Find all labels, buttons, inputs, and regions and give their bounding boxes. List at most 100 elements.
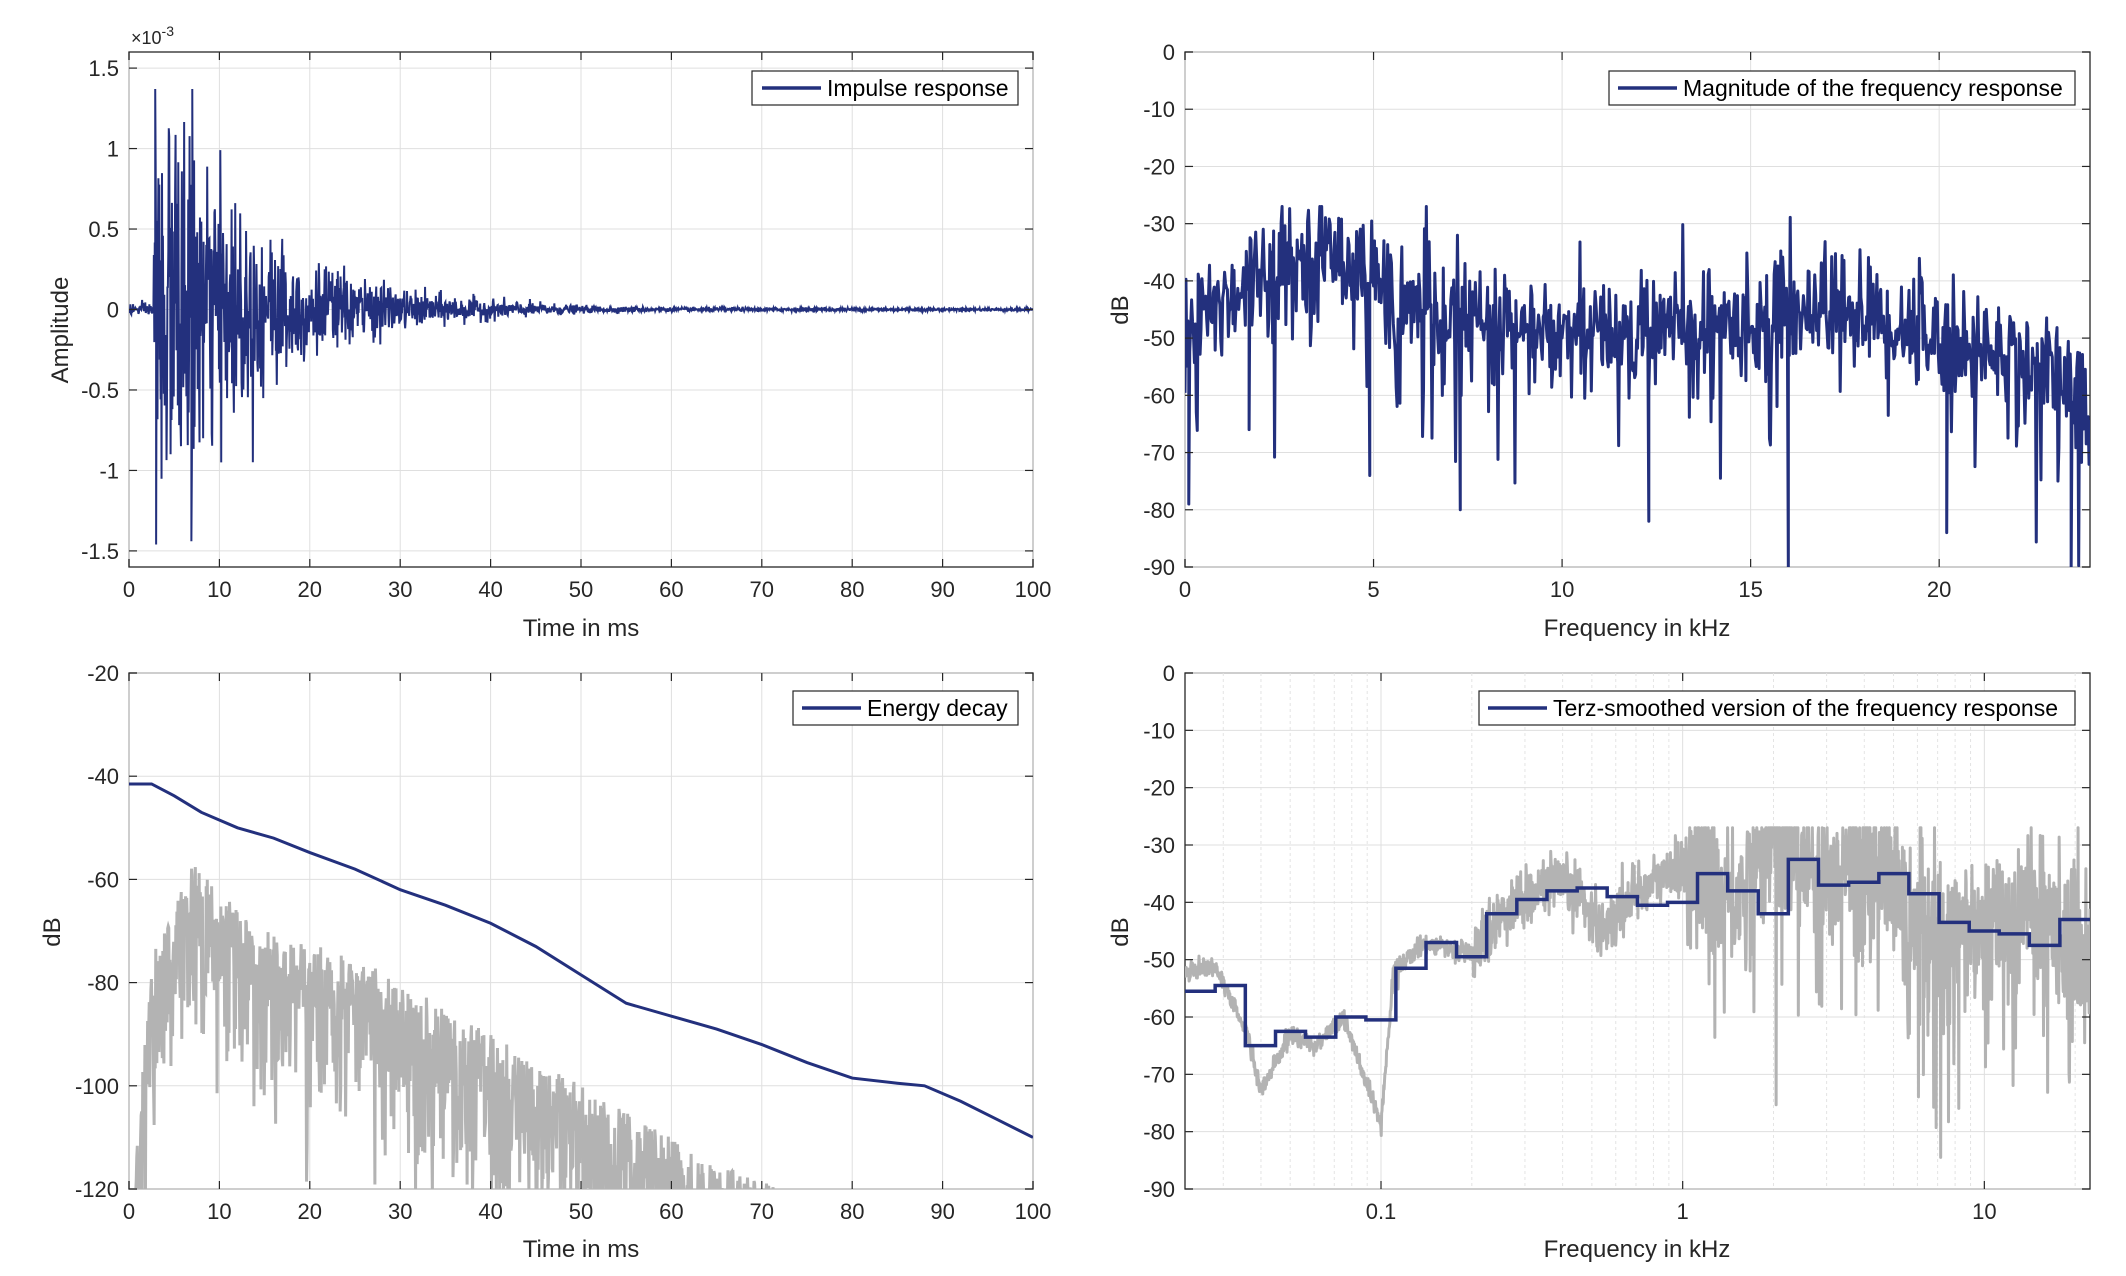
legend-label: Energy decay: [867, 695, 1008, 721]
legend-box: [1478, 690, 2076, 726]
y-tick-label: -70: [1143, 1062, 1175, 1087]
x-tick-label: 5: [1367, 577, 1379, 602]
y-tick-label: -80: [1143, 1120, 1175, 1145]
legend: Energy decay: [792, 690, 1019, 726]
series-lines: [1185, 205, 2090, 567]
y-tick-label: -1.5: [81, 539, 119, 564]
y-tick-label: -60: [1143, 383, 1175, 408]
y-tick-label: 0.5: [88, 217, 119, 242]
x-tick-label: 90: [930, 577, 954, 602]
x-tick-label: 40: [478, 1199, 502, 1224]
y-tick-label: -80: [1143, 498, 1175, 523]
legend: Terz-smoothed version of the frequency r…: [1478, 690, 2076, 726]
y-tick-label: -120: [75, 1177, 119, 1202]
energy-decay-line: [129, 782, 1033, 1139]
y-tick-label: -60: [1143, 1005, 1175, 1030]
x-tick-label: 50: [569, 1199, 593, 1224]
impulse-response-line: [129, 89, 1033, 545]
x-tick-label: 80: [840, 577, 864, 602]
y-tick-label: -10: [1143, 97, 1175, 122]
x-tick-label: 60: [659, 577, 683, 602]
legend-label: Terz-smoothed version of the frequency r…: [1553, 695, 2058, 721]
y-tick-label: -90: [1143, 555, 1175, 580]
y-tick-label: -40: [87, 764, 119, 789]
x-tick-label: 10: [207, 577, 231, 602]
legend-label: Impulse response: [827, 75, 1009, 101]
y-tick-label: -80: [87, 971, 119, 996]
y-tick-label: 1: [107, 137, 119, 162]
series-lines: [1185, 857, 2090, 1048]
y-tick-label: -30: [1143, 833, 1175, 858]
y-tick-label: -20: [1143, 154, 1175, 179]
x-tick-label: 20: [298, 577, 322, 602]
x-tick-label: 30: [388, 1199, 412, 1224]
x-tick-label: 60: [659, 1199, 683, 1224]
x-tick-label: 20: [298, 1199, 322, 1224]
x-tick-label: 10: [1972, 1199, 1996, 1224]
y-tick-labels: 0 -10 -20 -30 -40 -50 -60 -70 -80 -90: [1143, 661, 2090, 1202]
y-tick-label: -50: [1143, 948, 1175, 973]
terz-smoothed-line: [1185, 857, 2090, 1048]
x-tick-label: 90: [930, 1199, 954, 1224]
energy-decay-chart: 0 10 20 30 40 50 60 70 80 90 100 -20-40-60-80-100-…: [39, 661, 1051, 1263]
legend-box: [792, 690, 1019, 726]
grid: [1185, 672, 2090, 1190]
x-tick-label: 30: [388, 577, 412, 602]
y-tick-label: -100: [75, 1074, 119, 1099]
series-lines: [129, 89, 1033, 545]
y-tick-label: -50: [1143, 326, 1175, 351]
magnitude-response-chart: 0 5 10 15 20 0 -10 -20 -30 -40 -50 -60 -70 -80 -90 Fr…: [1107, 40, 2091, 642]
x-tick-labels: 0 5 10 15 20: [1179, 52, 1951, 602]
energy-background-trace: [134, 867, 775, 1189]
y-tick-labels: -20 -40 -60 -80 -100 -120: [75, 661, 1033, 1202]
x-tick-label: 0: [123, 1199, 135, 1224]
y-tick-label: -90: [1143, 1177, 1175, 1202]
impulse-response-chart: 0 10 20 30 40 50 60 70 80 90 100 -1.5 -1 -0.5 0 0.5 1 1.…: [47, 23, 1051, 642]
terz-smoothed-chart: 0.1 1 10 0 -10 -20 -30 -40 -50 -60 -70 -80 -90 Freq…: [1107, 661, 2091, 1263]
y-tick-label: -60: [87, 867, 119, 892]
y-axis-label: dB: [1107, 917, 1134, 946]
x-tick-label: 40: [478, 577, 502, 602]
x-tick-label: 70: [750, 577, 774, 602]
background-trace: [134, 867, 775, 1189]
y-tick-label: -10: [1143, 718, 1175, 743]
y-tick-label: -20: [87, 661, 119, 686]
legend: Impulse response: [751, 70, 1019, 106]
x-tick-labels: 0 10 20 30 40 50 60 70 80 90 100: [123, 52, 1051, 602]
x-tick-label: 80: [840, 1199, 864, 1224]
x-axis-label: Frequency in kHz: [1544, 1236, 1731, 1263]
y-tick-label: -20: [1143, 776, 1175, 801]
x-axis-label: Time in ms: [523, 615, 639, 642]
y-tick-label: 0: [1163, 40, 1175, 65]
exponent-label: ×10-3: [131, 23, 174, 48]
y-axis-label: Amplitude: [47, 277, 74, 384]
y-tick-label: 1.5: [88, 56, 119, 81]
x-tick-label: 15: [1738, 577, 1762, 602]
x-tick-label: 10: [207, 1199, 231, 1224]
x-tick-label: 20: [1927, 577, 1951, 602]
x-tick-labels: 0.1 1 10: [1366, 673, 1997, 1224]
y-tick-label: 0: [107, 298, 119, 323]
y-tick-label: -1: [99, 458, 119, 483]
series-lines: [129, 782, 1033, 1139]
x-tick-label: 0: [123, 577, 135, 602]
y-tick-label: -40: [1143, 890, 1175, 915]
y-axis-label: dB: [39, 917, 66, 946]
x-tick-label: 0: [1179, 577, 1191, 602]
x-axis-label: Frequency in kHz: [1544, 615, 1731, 642]
x-tick-label: 100: [1015, 1199, 1052, 1224]
x-tick-label: 1: [1677, 1199, 1689, 1224]
x-tick-label: 0.1: [1366, 1199, 1397, 1224]
y-tick-label: -40: [1143, 269, 1175, 294]
y-tick-label: -70: [1143, 441, 1175, 466]
y-tick-labels: 0 -10 -20 -30 -40 -50 -60 -70 -80 -90: [1143, 40, 2090, 580]
magnitude-line: [1185, 205, 2090, 567]
x-tick-label: 70: [750, 1199, 774, 1224]
y-tick-label: 0: [1163, 661, 1175, 686]
legend: Magnitude of the frequency response: [1608, 70, 2076, 106]
x-tick-label: 100: [1015, 577, 1052, 602]
y-tick-labels: -1.5 -1 -0.5 0 0.5 1 1.5: [81, 56, 1033, 564]
y-tick-label: -0.5: [81, 378, 119, 403]
x-axis-label: Time in ms: [523, 1236, 639, 1263]
